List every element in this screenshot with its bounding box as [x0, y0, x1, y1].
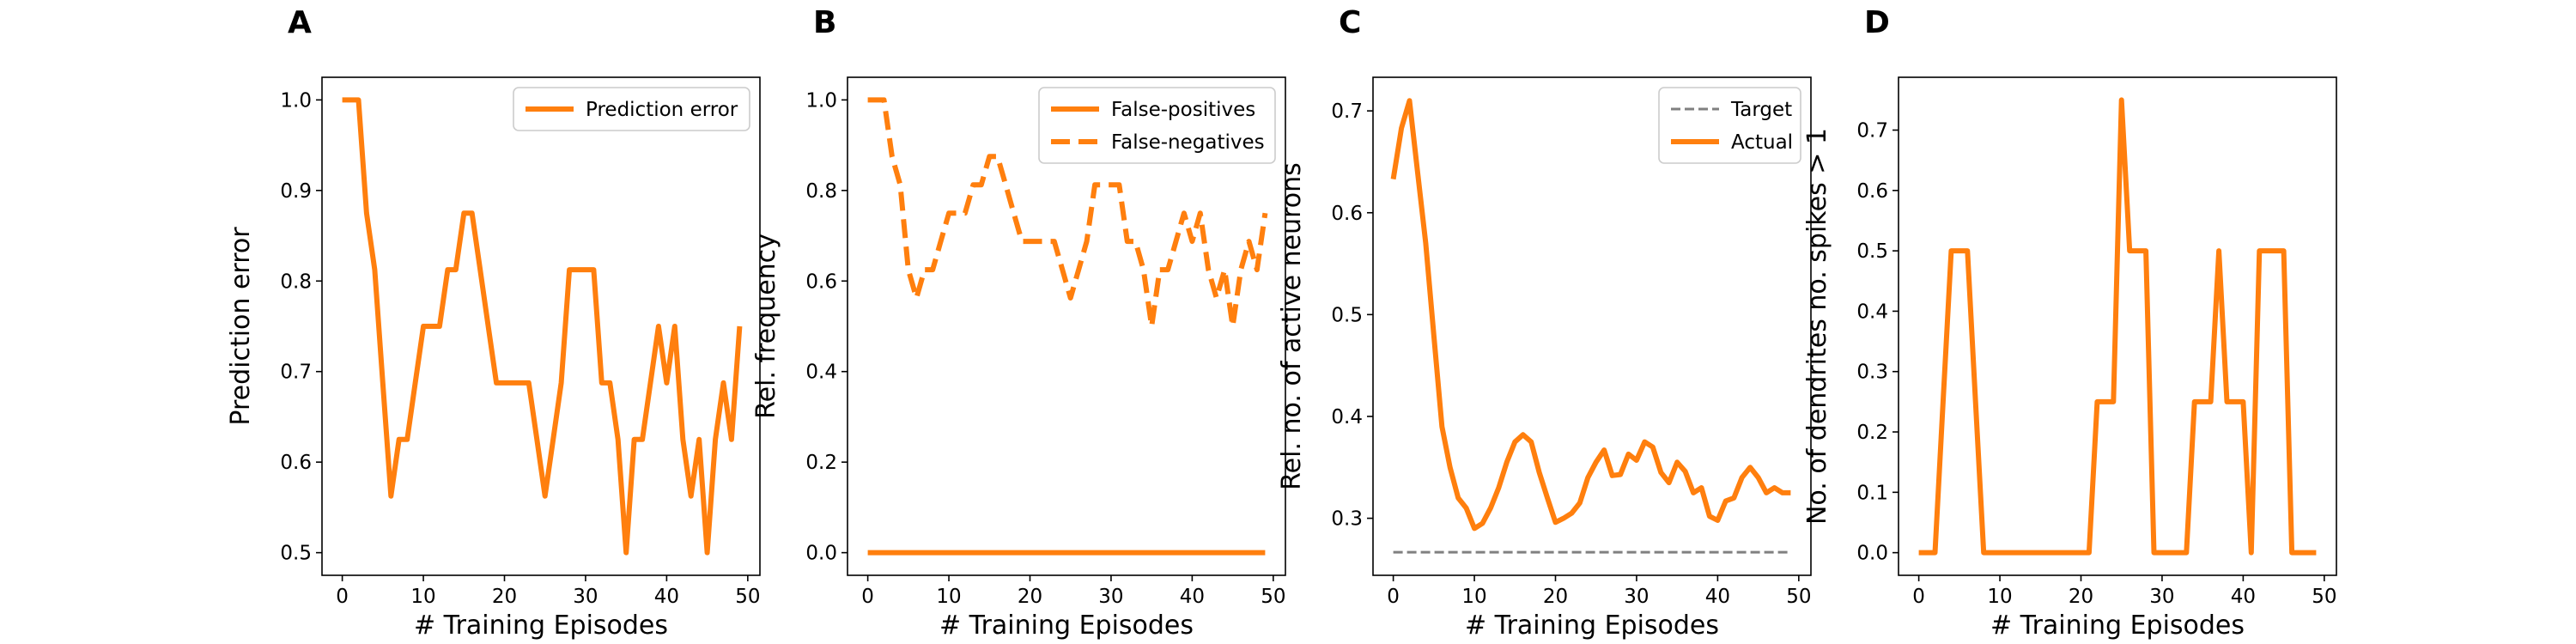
series-line-actual: [1390, 98, 1791, 532]
y-tick-label: 0.4: [1856, 301, 1888, 323]
x-tick-label: 50: [1261, 586, 1285, 608]
y-tick-label: 0.9: [280, 180, 312, 203]
x-tick-label: 10: [936, 586, 961, 608]
series-line-false-negatives: [867, 97, 1268, 329]
legend: Target Actual: [1658, 87, 1801, 164]
x-tick-label: 20: [492, 586, 517, 608]
chart-panel-a: A 0 10 20 30 40 50 0.5 0.6 0.7 0.8 0.9 1.0 # Training…: [226, 5, 761, 641]
chart-panel-b: B 0 10 20 30 40 50 0.0 0.2 0.4 0.6 0.8 1.0 # Training…: [751, 5, 1286, 641]
y-axis-label: Rel. frequency: [751, 234, 781, 419]
x-tick-label: 10: [1461, 586, 1486, 608]
panel-letter: B: [813, 5, 836, 40]
x-tick-label: 10: [1987, 586, 2012, 608]
x-tick-label: 20: [1018, 586, 1042, 608]
x-tick-label: 30: [2149, 586, 2174, 608]
y-axis-label: Prediction error: [226, 227, 256, 426]
series-line-prediction-error: [342, 97, 743, 556]
x-tick-label: 30: [1098, 586, 1123, 608]
y-tick-label: 0.0: [1856, 543, 1888, 565]
chart-panel-d: D 0 10 20 30 40 50 0.0 0.1 0.2 0.3 0.4 0.5 0.6 0.7 # Tr…: [1802, 5, 2337, 641]
x-tick-label: 50: [2312, 586, 2336, 608]
axes-frame: [1898, 76, 2337, 576]
y-tick-label: 0.4: [1331, 406, 1363, 428]
axes-frame: [847, 76, 1286, 576]
legend-label: Actual: [1731, 131, 1793, 154]
x-tick-label: 40: [2231, 586, 2256, 608]
series-line-values: [1918, 97, 2317, 556]
y-tick-label: 0.3: [1856, 361, 1888, 384]
x-tick-label: 20: [1543, 586, 1568, 608]
y-tick-label: 0.7: [1856, 120, 1888, 143]
y-axis-label: No. of dendrites no. spikes > 1: [1802, 128, 1832, 525]
y-tick-label: 0.5: [280, 543, 312, 565]
axes-frame: [1372, 76, 1812, 576]
x-tick-label: 40: [1705, 586, 1730, 608]
x-axis-label: # Training Episodes: [1465, 611, 1719, 641]
legend-frame: [513, 87, 750, 131]
y-tick-label: 0.6: [1331, 203, 1363, 225]
y-tick-label: 0.7: [1331, 100, 1363, 123]
y-tick-label: 0.8: [805, 180, 837, 203]
x-tick-label: 0: [336, 586, 349, 608]
legend-label: False-positives: [1111, 99, 1255, 121]
y-tick-label: 0.3: [1331, 508, 1363, 531]
axes-frame: [321, 76, 761, 576]
legend-label: Target: [1730, 99, 1792, 121]
chart-panel-c: C 0 10 20 30 40 50 0.3 0.4 0.5 0.6 0.7 # Training Ep…: [1277, 5, 1812, 641]
y-tick-label: 0.2: [1856, 422, 1888, 444]
legend: False-positives False-negatives: [1038, 87, 1276, 164]
y-tick-label: 1.0: [805, 89, 837, 112]
legend-label: False-negatives: [1111, 131, 1265, 154]
y-tick-label: 0.5: [1331, 304, 1363, 326]
x-tick-label: 30: [1624, 586, 1649, 608]
panel-letter: C: [1339, 5, 1361, 40]
x-tick-label: 50: [1786, 586, 1811, 608]
x-tick-label: 50: [735, 586, 760, 608]
x-axis-label: # Training Episodes: [414, 611, 668, 641]
x-tick-label: 30: [573, 586, 598, 608]
y-tick-label: 0.8: [280, 270, 312, 293]
x-axis-label: # Training Episodes: [939, 611, 1194, 641]
y-tick-label: 0.6: [280, 452, 312, 474]
panel-letter: A: [288, 5, 312, 40]
x-tick-label: 0: [861, 586, 874, 608]
x-tick-label: 0: [1912, 586, 1925, 608]
y-tick-label: 0.4: [805, 361, 837, 384]
y-tick-label: 0.5: [1856, 240, 1888, 263]
y-tick-label: 0.6: [805, 270, 837, 293]
y-tick-label: 0.6: [1856, 180, 1888, 203]
x-tick-label: 40: [654, 586, 679, 608]
x-tick-label: 40: [1180, 586, 1205, 608]
x-axis-label: # Training Episodes: [1990, 611, 2245, 641]
y-axis-label: Rel. no. of active neurons: [1277, 162, 1307, 490]
panel-letter: D: [1864, 5, 1890, 40]
legend-label: Prediction error: [586, 99, 738, 121]
y-tick-label: 0.0: [805, 543, 837, 565]
x-tick-label: 10: [410, 586, 435, 608]
y-tick-label: 0.7: [280, 361, 312, 384]
y-tick-label: 0.1: [1856, 482, 1888, 504]
y-tick-label: 1.0: [280, 89, 312, 112]
x-tick-label: 0: [1387, 586, 1400, 608]
y-tick-label: 0.2: [805, 452, 837, 474]
legend: Prediction error: [513, 87, 750, 131]
x-tick-label: 20: [2069, 586, 2093, 608]
